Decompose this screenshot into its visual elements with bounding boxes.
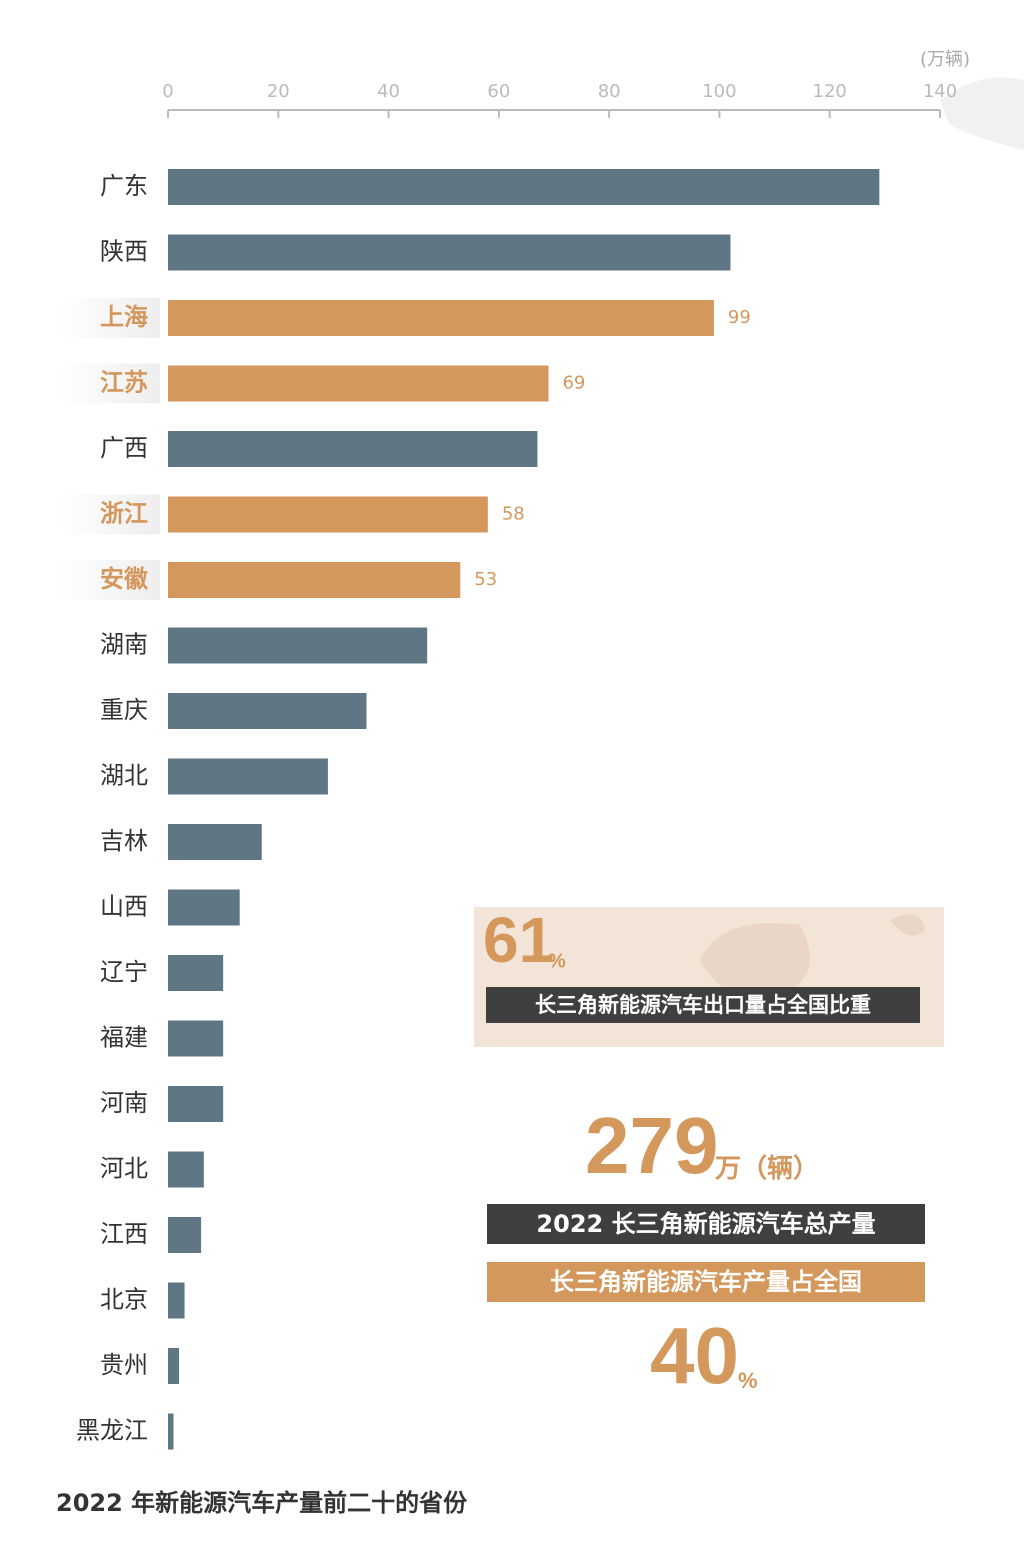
bar	[168, 824, 262, 860]
label-highlight	[60, 494, 160, 535]
y-tick-label: 湖北	[100, 762, 148, 790]
bar	[168, 365, 549, 402]
y-tick-label: 重庆	[100, 696, 148, 724]
y-tick-label: 吉林	[100, 827, 148, 855]
y-tick-label: 辽宁	[100, 958, 148, 986]
bar	[168, 300, 714, 336]
bar	[168, 562, 461, 598]
y-tick-label: 广西	[100, 434, 148, 462]
label-highlight	[60, 298, 160, 338]
x-tick-label: 60	[487, 81, 510, 102]
label-highlight	[60, 363, 160, 404]
y-tick-label: 山西	[100, 893, 148, 921]
y-tick-label: 河南	[100, 1089, 148, 1117]
bar	[168, 955, 224, 991]
bar	[168, 758, 328, 795]
bar	[168, 1348, 180, 1384]
y-tick-label: 湖南	[100, 631, 148, 659]
x-tick-label: 120	[813, 81, 847, 102]
callout-unit: %	[548, 950, 566, 972]
bar	[168, 1151, 204, 1188]
callout-number: 279	[585, 1101, 718, 1190]
value-label: 53	[474, 569, 497, 590]
value-label: 58	[502, 504, 525, 525]
callout-unit: 万（辆）	[715, 1153, 819, 1183]
decoration	[940, 77, 1024, 150]
bar	[168, 889, 240, 926]
x-tick-label: 20	[267, 81, 290, 102]
bar	[168, 496, 488, 533]
y-tick-label: 江苏	[100, 369, 148, 397]
y-tick-label: 福建	[100, 1024, 148, 1052]
bar	[168, 1086, 224, 1122]
y-tick-label: 贵州	[100, 1351, 148, 1379]
y-tick-label: 江西	[100, 1220, 148, 1248]
x-tick-label: 140	[923, 81, 957, 102]
x-tick-label: 80	[598, 81, 621, 102]
label-highlight	[60, 560, 160, 600]
bar	[168, 1413, 174, 1450]
callout-number: 40	[650, 1311, 739, 1400]
y-tick-label: 广东	[100, 172, 148, 200]
bar	[168, 234, 731, 271]
callout-label-box	[487, 1204, 925, 1244]
x-tick-label: 100	[702, 81, 736, 102]
x-tick-label: 0	[162, 81, 173, 102]
y-tick-label: 陕西	[100, 238, 148, 266]
bar	[168, 627, 428, 664]
bar	[168, 169, 880, 205]
y-tick-label: 安徽	[100, 565, 149, 593]
y-tick-label: 北京	[100, 1286, 148, 1314]
bar	[168, 1020, 224, 1057]
value-label: 69	[562, 373, 585, 394]
bar	[168, 1282, 185, 1319]
y-tick-label: 河北	[100, 1155, 148, 1183]
bar	[168, 431, 538, 467]
decoration	[700, 914, 925, 1000]
bar	[168, 693, 367, 729]
y-tick-label: 上海	[100, 303, 148, 331]
callout-text: 长三角新能源汽车出口量占全国比重	[535, 993, 871, 1017]
callout-text: 长三角新能源汽车产量占全国	[550, 1268, 862, 1296]
y-tick-label: 黑龙江	[76, 1417, 148, 1445]
callout-text: 2022 长三角新能源汽车总产量	[536, 1210, 875, 1238]
x-tick-label: 40	[377, 81, 400, 102]
unit-label: (万辆)	[920, 49, 970, 70]
callout-label-box	[486, 987, 920, 1023]
callout-label-box	[487, 1262, 925, 1302]
bar	[168, 1217, 202, 1253]
callout-unit: %	[738, 1368, 758, 1393]
callout-box	[474, 907, 944, 1047]
chart-title: 2022 年新能源汽车产量前二十的省份	[56, 1489, 468, 1517]
callout-number: 61	[483, 904, 554, 976]
y-tick-label: 浙江	[100, 500, 148, 528]
value-label: 99	[728, 307, 751, 328]
